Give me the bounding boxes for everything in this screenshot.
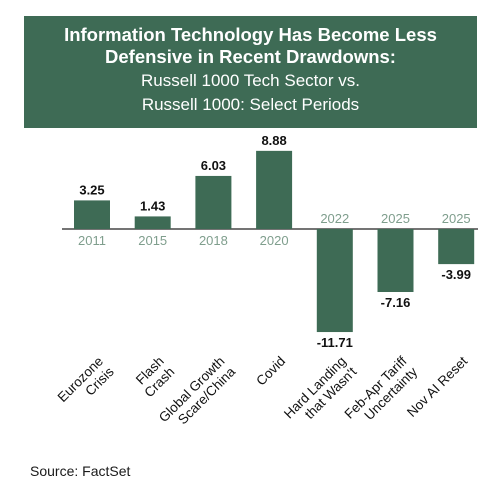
category-label: Feb-Apr TariffUncertainty <box>342 353 421 432</box>
bar-2015 <box>134 216 171 229</box>
year-label: 2015 <box>138 233 167 248</box>
bar-2025 <box>377 229 414 293</box>
value-label: 3.25 <box>79 182 104 197</box>
bar-2018 <box>195 175 232 229</box>
value-label: 1.43 <box>140 198 165 213</box>
source-note: Source: FactSet <box>30 463 131 479</box>
category-label: EurozoneCrisis <box>55 353 117 415</box>
chart-subtitle-line-1: Russell 1000 Tech Sector vs. <box>141 71 360 90</box>
chart-title-line-1: Information Technology Has Become Less <box>64 24 437 45</box>
year-label: 2018 <box>199 233 228 248</box>
category-label: Nov AI Reset <box>404 353 470 419</box>
value-label: -3.99 <box>441 267 471 282</box>
value-label: -11.71 <box>317 335 353 350</box>
value-label: 8.88 <box>261 133 286 148</box>
category-label: Covid <box>253 354 288 389</box>
bar-2022 <box>316 229 353 333</box>
value-label: -7.16 <box>381 295 411 310</box>
title-banner: Information Technology Has Become Less D… <box>24 16 477 128</box>
value-label: 6.03 <box>201 158 226 173</box>
year-label: 2022 <box>320 211 349 226</box>
year-label: 2025 <box>442 211 471 226</box>
chart-title-line-2: Defensive in Recent Drawdowns: <box>105 46 396 67</box>
bar-2025 <box>438 229 475 265</box>
bar-2020 <box>256 150 293 229</box>
chart-subtitle-line-2: Russell 1000: Select Periods <box>141 95 360 114</box>
category-label: FlashCrash <box>131 354 178 401</box>
year-label: 2025 <box>381 211 410 226</box>
bar-2011 <box>74 200 110 229</box>
category-label: Hard Landingthat Wasn't <box>281 353 360 432</box>
category-label: Global GrowthScare/China <box>156 353 239 436</box>
year-label: 2011 <box>78 233 106 248</box>
year-label: 2020 <box>260 233 289 248</box>
